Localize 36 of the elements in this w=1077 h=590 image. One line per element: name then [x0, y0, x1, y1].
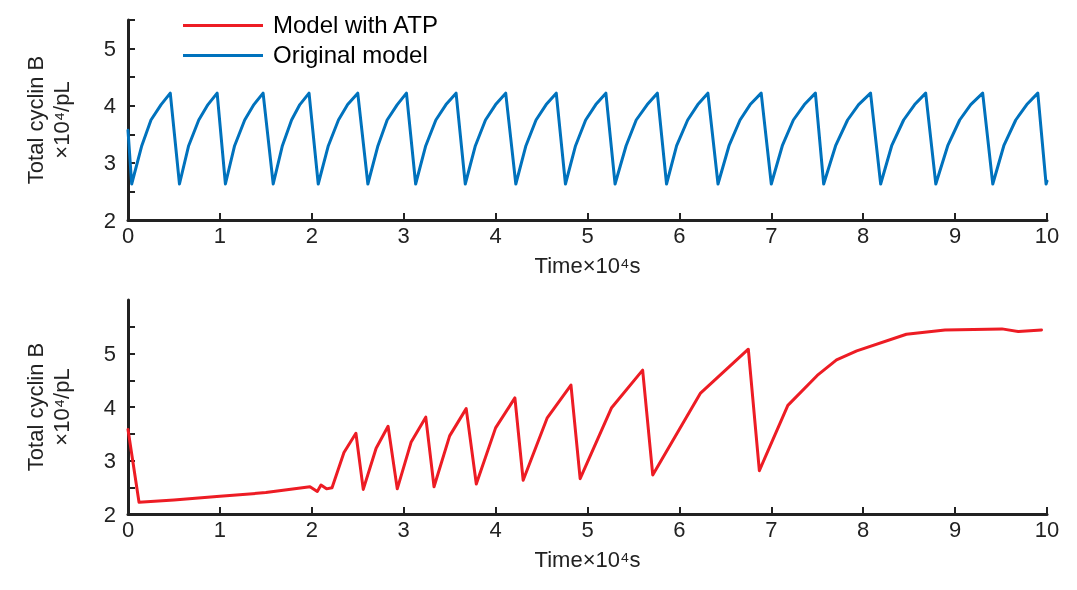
y-tick-label: 3 [103, 448, 116, 473]
y-tick-label: 5 [103, 36, 116, 62]
x-axis-title: Time×10⁴s [534, 546, 641, 572]
x-tick-label: 8 [857, 516, 870, 542]
x-tick-label: 6 [673, 222, 686, 248]
y-tick-label: 4 [103, 93, 116, 119]
x-tick-label: 4 [489, 516, 502, 542]
x-tick-label: 9 [948, 222, 962, 248]
x-tick-label: 8 [857, 222, 870, 248]
x-tick-label: 9 [948, 516, 962, 542]
legend-label: Model with ATP [273, 10, 438, 40]
x-tick-label: 4 [489, 222, 502, 248]
line-series [126, 327, 1043, 504]
y-tick-label: 3 [103, 150, 116, 176]
y-tick-label: 4 [103, 394, 116, 420]
x-tick-label: 5 [581, 516, 594, 542]
line-series [126, 91, 1049, 186]
x-tick-label: 2 [305, 516, 318, 542]
x-tick-label: 6 [673, 516, 686, 542]
x-tick-label: 1 [213, 222, 227, 248]
x-tick-label: 5 [581, 222, 594, 248]
x-tick-label: 10 [1034, 222, 1060, 248]
x-tick-label: 7 [765, 516, 778, 542]
legend-label: Original model [273, 40, 428, 70]
y-tick-label: 5 [103, 341, 116, 366]
x-tick-label: 7 [765, 222, 778, 248]
x-tick-label: 1 [213, 516, 227, 542]
x-tick-label: 0 [121, 222, 135, 248]
x-tick-label: 10 [1034, 516, 1060, 542]
x-tick-label: 3 [397, 516, 410, 542]
x-tick-label: 2 [305, 222, 318, 248]
y-axis-title: Total cyclin B ×10⁴/pL [22, 342, 74, 472]
y-axis-title: Total cyclin B ×10⁴/pL [22, 55, 74, 185]
x-axis-title: Time×10⁴s [534, 252, 641, 278]
x-tick-label: 3 [397, 222, 410, 248]
x-tick-label: 0 [121, 516, 135, 542]
